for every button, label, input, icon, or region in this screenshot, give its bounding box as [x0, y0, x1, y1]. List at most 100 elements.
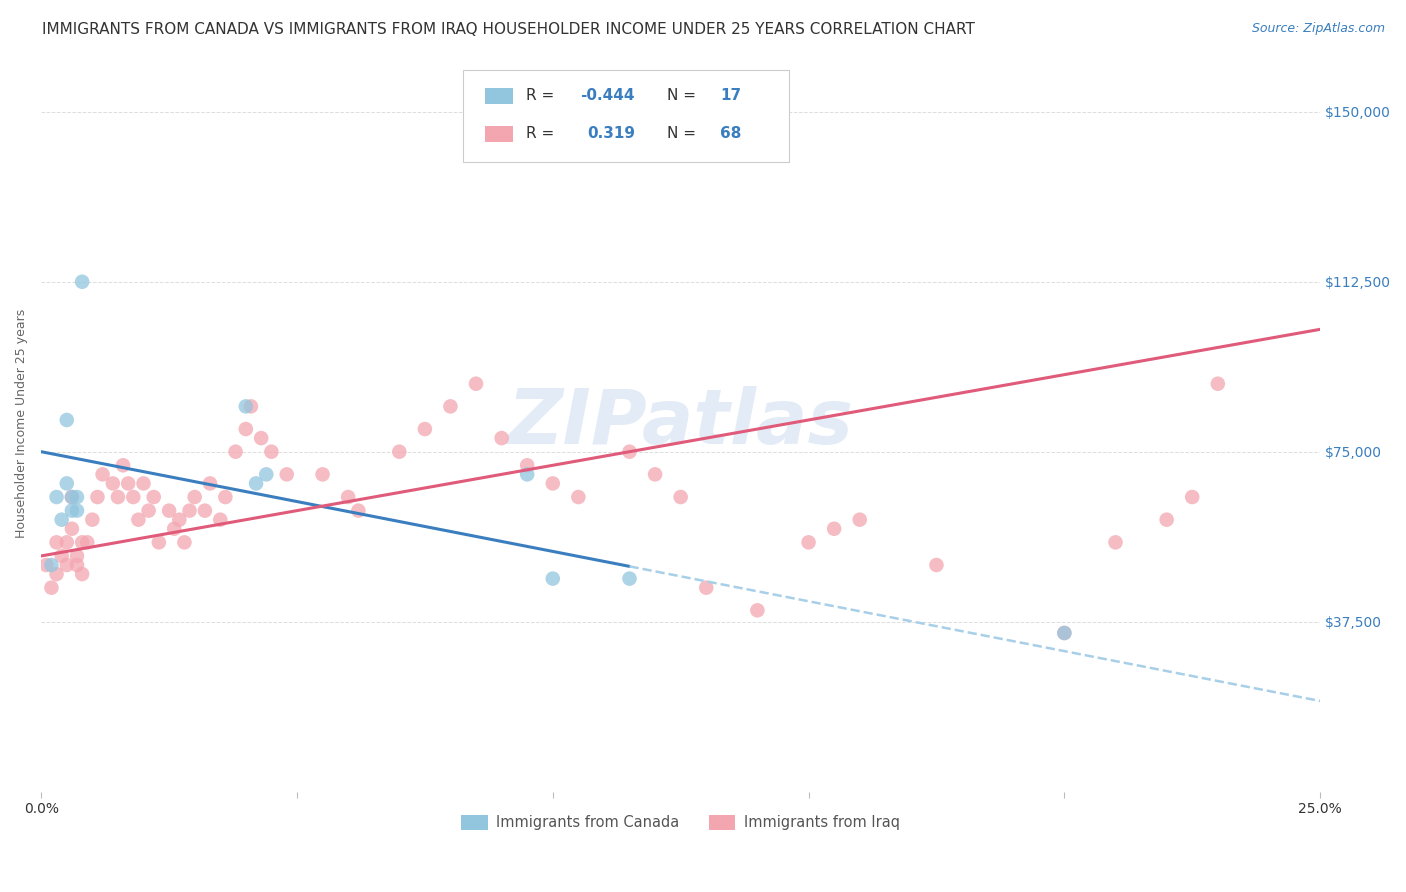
- Point: [194, 503, 217, 517]
- Point: [1181, 490, 1204, 504]
- Point: [439, 400, 461, 414]
- Text: -0.444: -0.444: [579, 88, 634, 103]
- Point: [45, 535, 67, 549]
- Point: [225, 444, 247, 458]
- Point: [163, 522, 186, 536]
- Point: [60, 503, 83, 517]
- Point: [41, 581, 63, 595]
- Point: [669, 490, 692, 504]
- Point: [132, 476, 155, 491]
- Point: [823, 522, 845, 536]
- Point: [516, 467, 538, 482]
- Point: [1053, 626, 1076, 640]
- Point: [1156, 513, 1178, 527]
- Point: [245, 476, 267, 491]
- Point: [66, 490, 89, 504]
- Point: [848, 513, 870, 527]
- Point: [925, 558, 948, 572]
- Point: [254, 467, 277, 482]
- Text: 68: 68: [720, 127, 742, 142]
- Point: [55, 476, 77, 491]
- Point: [198, 476, 221, 491]
- Point: [45, 567, 67, 582]
- FancyBboxPatch shape: [485, 126, 513, 142]
- Point: [51, 513, 73, 527]
- Point: [1206, 376, 1229, 391]
- Point: [179, 503, 201, 517]
- Point: [173, 535, 195, 549]
- Point: [183, 490, 205, 504]
- Point: [388, 444, 411, 458]
- Point: [157, 503, 180, 517]
- Legend: Immigrants from Canada, Immigrants from Iraq: Immigrants from Canada, Immigrants from …: [456, 809, 905, 836]
- Point: [107, 490, 129, 504]
- Text: IMMIGRANTS FROM CANADA VS IMMIGRANTS FROM IRAQ HOUSEHOLDER INCOME UNDER 25 YEARS: IMMIGRANTS FROM CANADA VS IMMIGRANTS FRO…: [42, 22, 974, 37]
- Point: [747, 603, 769, 617]
- Point: [148, 535, 170, 549]
- Point: [260, 444, 283, 458]
- Point: [619, 444, 641, 458]
- Point: [235, 422, 257, 436]
- Point: [644, 467, 666, 482]
- Point: [169, 513, 191, 527]
- Point: [465, 376, 488, 391]
- Point: [1053, 626, 1076, 640]
- Point: [60, 522, 83, 536]
- Point: [55, 558, 77, 572]
- Point: [250, 431, 273, 445]
- Point: [1104, 535, 1126, 549]
- Text: 17: 17: [720, 88, 741, 103]
- Point: [66, 549, 89, 563]
- Point: [66, 558, 89, 572]
- Text: N =: N =: [666, 88, 700, 103]
- Y-axis label: Householder Income Under 25 years: Householder Income Under 25 years: [15, 309, 28, 538]
- Point: [101, 476, 124, 491]
- Point: [35, 558, 58, 572]
- Point: [347, 503, 370, 517]
- Point: [239, 400, 262, 414]
- Point: [311, 467, 333, 482]
- Point: [55, 413, 77, 427]
- Point: [214, 490, 236, 504]
- Point: [117, 476, 139, 491]
- Point: [337, 490, 360, 504]
- Point: [142, 490, 165, 504]
- Point: [82, 513, 104, 527]
- Point: [567, 490, 589, 504]
- Text: Source: ZipAtlas.com: Source: ZipAtlas.com: [1251, 22, 1385, 36]
- Text: R =: R =: [526, 88, 560, 103]
- Point: [41, 558, 63, 572]
- Point: [112, 458, 135, 473]
- Point: [491, 431, 513, 445]
- Point: [276, 467, 298, 482]
- Point: [619, 572, 641, 586]
- Point: [45, 490, 67, 504]
- Point: [60, 490, 83, 504]
- Text: ZIPatlas: ZIPatlas: [508, 386, 853, 460]
- Point: [235, 400, 257, 414]
- Point: [209, 513, 232, 527]
- FancyBboxPatch shape: [485, 87, 513, 103]
- Point: [70, 567, 93, 582]
- Point: [541, 476, 564, 491]
- Point: [127, 513, 149, 527]
- Point: [70, 535, 93, 549]
- Point: [51, 549, 73, 563]
- Text: N =: N =: [666, 127, 700, 142]
- Point: [695, 581, 717, 595]
- Point: [413, 422, 436, 436]
- Point: [541, 572, 564, 586]
- Point: [91, 467, 114, 482]
- Point: [516, 458, 538, 473]
- FancyBboxPatch shape: [463, 70, 789, 162]
- Text: 0.319: 0.319: [588, 127, 636, 142]
- Point: [797, 535, 820, 549]
- Point: [70, 275, 93, 289]
- Point: [122, 490, 145, 504]
- Point: [60, 490, 83, 504]
- Point: [86, 490, 108, 504]
- Point: [66, 503, 89, 517]
- Point: [55, 535, 77, 549]
- Point: [138, 503, 160, 517]
- Point: [76, 535, 98, 549]
